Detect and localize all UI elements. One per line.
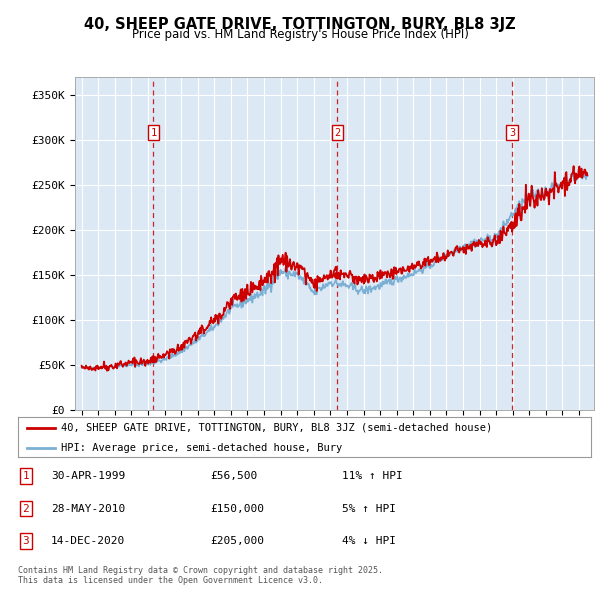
Text: 2: 2 [334, 127, 340, 137]
Text: 3: 3 [509, 127, 515, 137]
Text: Price paid vs. HM Land Registry's House Price Index (HPI): Price paid vs. HM Land Registry's House … [131, 28, 469, 41]
Text: 40, SHEEP GATE DRIVE, TOTTINGTON, BURY, BL8 3JZ: 40, SHEEP GATE DRIVE, TOTTINGTON, BURY, … [84, 17, 516, 31]
Text: £56,500: £56,500 [210, 471, 257, 481]
Text: 11% ↑ HPI: 11% ↑ HPI [342, 471, 403, 481]
Text: 40, SHEEP GATE DRIVE, TOTTINGTON, BURY, BL8 3JZ (semi-detached house): 40, SHEEP GATE DRIVE, TOTTINGTON, BURY, … [61, 423, 492, 433]
Text: Contains HM Land Registry data © Crown copyright and database right 2025.
This d: Contains HM Land Registry data © Crown c… [18, 566, 383, 585]
Text: HPI: Average price, semi-detached house, Bury: HPI: Average price, semi-detached house,… [61, 442, 342, 453]
Text: 2: 2 [22, 504, 29, 513]
Text: 14-DEC-2020: 14-DEC-2020 [51, 536, 125, 546]
Text: 28-MAY-2010: 28-MAY-2010 [51, 504, 125, 513]
Text: 1: 1 [151, 127, 157, 137]
Text: 1: 1 [22, 471, 29, 481]
Text: £205,000: £205,000 [210, 536, 264, 546]
Text: 3: 3 [22, 536, 29, 546]
Text: 4% ↓ HPI: 4% ↓ HPI [342, 536, 396, 546]
Text: £150,000: £150,000 [210, 504, 264, 513]
Text: 5% ↑ HPI: 5% ↑ HPI [342, 504, 396, 513]
Text: 30-APR-1999: 30-APR-1999 [51, 471, 125, 481]
